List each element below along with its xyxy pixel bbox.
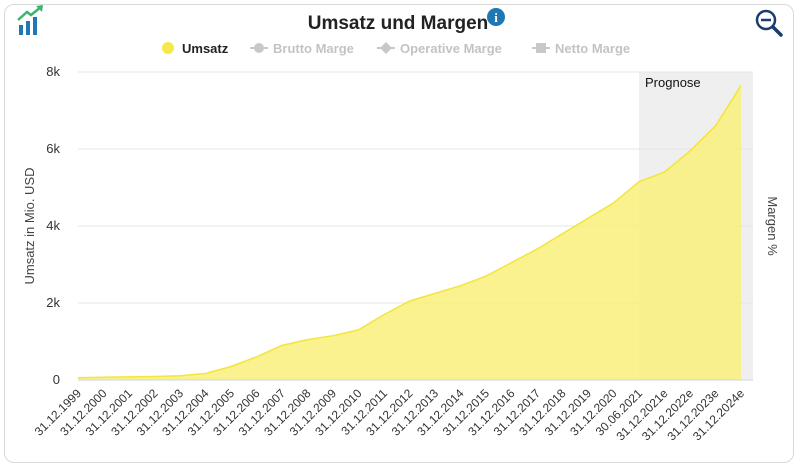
growth-chart-icon[interactable] xyxy=(19,25,23,35)
y-tick-label: 8k xyxy=(46,64,60,79)
data-point[interactable] xyxy=(255,355,259,359)
data-point[interactable] xyxy=(637,180,641,184)
info-icon-glyph: i xyxy=(494,10,498,25)
data-point[interactable] xyxy=(663,170,667,174)
chart-title: Umsatz und Margen xyxy=(308,13,489,34)
y-tick-label: 6k xyxy=(46,141,60,156)
data-point[interactable] xyxy=(459,284,463,288)
data-point[interactable] xyxy=(535,247,539,251)
legend-item-brutto-marge[interactable]: Brutto Marge xyxy=(273,41,354,56)
growth-chart-icon-bar xyxy=(33,17,37,35)
data-point[interactable] xyxy=(433,291,437,295)
legend-item-netto-marge[interactable]: Netto Marge xyxy=(555,41,630,56)
y-tick-label: 4k xyxy=(46,218,60,233)
zoom-out-icon-handle xyxy=(771,25,783,37)
data-point[interactable] xyxy=(612,201,616,205)
data-point[interactable] xyxy=(484,274,488,278)
data-point[interactable] xyxy=(102,375,106,379)
data-point[interactable] xyxy=(153,375,157,379)
data-point[interactable] xyxy=(739,84,743,88)
legend-symbol-umsatz[interactable] xyxy=(162,42,174,54)
y-axis-title: Umsatz in Mio. USD xyxy=(22,167,37,284)
data-point[interactable] xyxy=(76,376,80,380)
y2-axis-title: Margen % xyxy=(765,196,780,256)
growth-chart-icon-bar xyxy=(26,21,30,35)
data-point[interactable] xyxy=(357,328,361,332)
data-point[interactable] xyxy=(204,372,208,376)
data-point[interactable] xyxy=(331,334,335,338)
legend-symbol-brutto-marge[interactable] xyxy=(254,43,264,53)
data-point[interactable] xyxy=(382,313,386,317)
info-icon[interactable] xyxy=(487,8,505,26)
data-point[interactable] xyxy=(714,124,718,128)
y-tick-label: 0 xyxy=(53,372,60,387)
data-point[interactable] xyxy=(127,375,131,379)
legend-item-operative-marge[interactable]: Operative Marge xyxy=(400,41,502,56)
legend-symbol-operative-marge[interactable] xyxy=(380,42,392,54)
data-point[interactable] xyxy=(408,299,412,303)
data-point[interactable] xyxy=(688,149,692,153)
y-tick-label: 2k xyxy=(46,295,60,310)
series-area-umsatz xyxy=(78,85,741,380)
growth-chart-icon-arrowhead xyxy=(36,5,43,12)
data-point[interactable] xyxy=(280,343,284,347)
data-point[interactable] xyxy=(586,216,590,220)
zoom-out-icon[interactable] xyxy=(755,9,777,31)
legend-symbol-netto-marge[interactable] xyxy=(536,43,546,53)
growth-chart-icon-arrow xyxy=(17,6,42,21)
data-point[interactable] xyxy=(178,374,182,378)
data-point[interactable] xyxy=(510,261,514,265)
forecast-label: Prognose xyxy=(645,75,701,90)
legend-item-umsatz[interactable]: Umsatz xyxy=(182,41,229,56)
series-line-umsatz xyxy=(77,85,742,379)
data-point[interactable] xyxy=(229,365,233,369)
data-point[interactable] xyxy=(561,232,565,236)
data-point[interactable] xyxy=(306,338,310,342)
